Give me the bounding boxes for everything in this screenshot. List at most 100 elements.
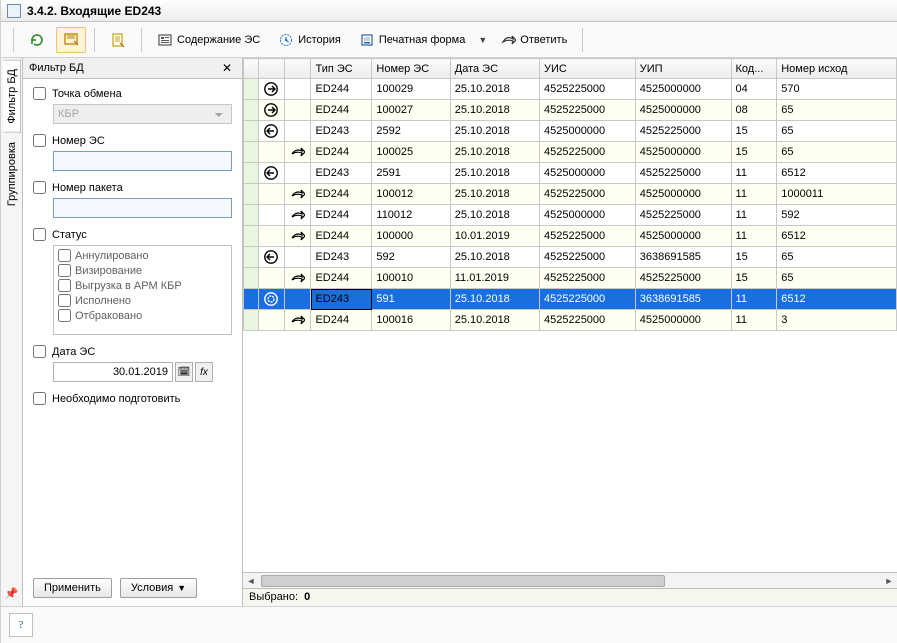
filter-toggle-button[interactable] xyxy=(56,27,86,53)
date-input[interactable] xyxy=(53,362,173,382)
horizontal-scrollbar[interactable]: ◄ ► xyxy=(243,572,897,588)
table-row[interactable]: ED243259125.10.2018452500000045252250001… xyxy=(244,163,897,184)
selected-label: Выбрано: xyxy=(249,591,298,603)
status-item[interactable]: Визирование xyxy=(58,263,227,278)
cell-uip: 4525225000 xyxy=(635,121,731,142)
status-item[interactable]: Исполнено xyxy=(58,293,227,308)
cell-kod: 11 xyxy=(731,226,777,247)
vtab-group[interactable]: Группировка xyxy=(3,133,21,215)
status-item[interactable]: Отбраковано xyxy=(58,308,227,323)
status-item-checkbox[interactable] xyxy=(58,279,71,292)
num-es-input[interactable] xyxy=(53,151,232,171)
cell-kod: 11 xyxy=(731,163,777,184)
point-checkbox[interactable] xyxy=(33,87,46,100)
point-combo[interactable]: КБР xyxy=(53,104,232,124)
grid-column-header[interactable]: Дата ЭС xyxy=(450,59,539,79)
scrollbar-track[interactable] xyxy=(259,574,881,588)
cell-uis: 4525225000 xyxy=(539,100,635,121)
table-row[interactable]: ED24410000010.01.20194525225000452500000… xyxy=(244,226,897,247)
table-row[interactable]: ED24410002525.10.20184525225000452500000… xyxy=(244,142,897,163)
filter-icon xyxy=(63,32,79,48)
status-item[interactable]: Выгрузка в АРМ КБР xyxy=(58,278,227,293)
row-icon-cell-2 xyxy=(285,289,311,310)
grid-column-header[interactable]: Номер ЭС xyxy=(372,59,450,79)
titlebar: 3.4.2. Входящие ED243 xyxy=(1,0,897,22)
status-item-checkbox[interactable] xyxy=(58,294,71,307)
window-title: 3.4.2. Входящие ED243 xyxy=(27,4,161,18)
table-row[interactable]: ED24410002725.10.20184525225000452500000… xyxy=(244,100,897,121)
grid-column-header[interactable] xyxy=(285,59,311,79)
reply-button[interactable]: Ответить xyxy=(493,27,574,53)
cell-num: 100010 xyxy=(372,268,450,289)
cell-uis: 4525000000 xyxy=(539,121,635,142)
prepare-checkbox[interactable] xyxy=(33,392,46,405)
print-button[interactable]: Печатная форма xyxy=(352,27,472,53)
vtab-filter[interactable]: Фильтр БД xyxy=(3,60,21,133)
table-row[interactable]: ED24359125.10.20184525225000363869158511… xyxy=(244,289,897,310)
prepare-label: Необходимо подготовить xyxy=(52,393,180,405)
status-item[interactable]: Аннулировано xyxy=(58,248,227,263)
status-item-checkbox[interactable] xyxy=(58,249,71,262)
content-button[interactable]: Содержание ЭС xyxy=(150,27,267,53)
grid-scroll-container[interactable]: Тип ЭСНомер ЭСДата ЭСУИСУИПКод...Номер и… xyxy=(243,58,897,572)
print-dropdown-arrow[interactable]: ▼ xyxy=(476,35,489,45)
grid-column-header[interactable]: Код... xyxy=(731,59,777,79)
note-button[interactable] xyxy=(103,27,133,53)
table-row[interactable]: ED24410001011.01.20194525225000452522500… xyxy=(244,268,897,289)
toolbar-separator xyxy=(13,28,14,52)
in-icon xyxy=(263,249,279,265)
cell-num: 100000 xyxy=(372,226,450,247)
cell-uip: 4525000000 xyxy=(635,226,731,247)
cell-date: 25.10.2018 xyxy=(450,79,539,100)
cell-outnum: 65 xyxy=(777,121,897,142)
date-picker-button[interactable]: 🗓 xyxy=(175,362,193,382)
num-pkt-input[interactable] xyxy=(53,198,232,218)
grid-column-header[interactable] xyxy=(259,59,285,79)
status-label: Статус xyxy=(52,229,87,241)
reply-icon xyxy=(289,207,305,223)
num-pkt-checkbox[interactable] xyxy=(33,181,46,194)
history-button[interactable]: История xyxy=(271,27,348,53)
row-icon-cell-1 xyxy=(259,79,285,100)
date-checkbox[interactable] xyxy=(33,345,46,358)
cell-type: ED244 xyxy=(311,268,372,289)
row-icon-cell-1 xyxy=(259,121,285,142)
selected-count: 0 xyxy=(304,591,310,603)
status-checkbox[interactable] xyxy=(33,228,46,241)
grid-column-header[interactable]: УИП xyxy=(635,59,731,79)
filter-panel-close-button[interactable]: ✕ xyxy=(218,61,236,75)
cell-uip: 4525225000 xyxy=(635,205,731,226)
num-es-checkbox[interactable] xyxy=(33,134,46,147)
cell-date: 25.10.2018 xyxy=(450,247,539,268)
table-row[interactable]: ED24411001225.10.20184525000000452522500… xyxy=(244,205,897,226)
pin-icon[interactable]: 📌 xyxy=(5,587,19,600)
scroll-left-arrow[interactable]: ◄ xyxy=(243,576,259,586)
table-row[interactable]: ED24410001625.10.20184525225000452500000… xyxy=(244,310,897,331)
conditions-button[interactable]: Условия▼ xyxy=(120,578,197,598)
scrollbar-thumb[interactable] xyxy=(261,575,665,587)
table-row[interactable]: ED243259225.10.2018452500000045252250001… xyxy=(244,121,897,142)
grid-column-header[interactable] xyxy=(244,59,259,79)
table-row[interactable]: ED24359225.10.20184525225000363869158515… xyxy=(244,247,897,268)
scroll-right-arrow[interactable]: ► xyxy=(881,576,897,586)
table-row[interactable]: ED24410002925.10.20184525225000452500000… xyxy=(244,79,897,100)
out-icon xyxy=(263,81,279,97)
cell-outnum: 65 xyxy=(777,247,897,268)
filter-panel-title: Фильтр БД xyxy=(29,62,84,74)
help-button[interactable]: ? xyxy=(9,613,33,637)
status-item-checkbox[interactable] xyxy=(58,309,71,322)
reply-icon xyxy=(289,144,305,160)
grid-column-header[interactable]: УИС xyxy=(539,59,635,79)
cell-uip: 4525000000 xyxy=(635,142,731,163)
reply-icon xyxy=(500,32,516,48)
cell-type: ED244 xyxy=(311,142,372,163)
refresh-button[interactable] xyxy=(22,27,52,53)
grid-column-header[interactable]: Тип ЭС xyxy=(311,59,372,79)
status-item-checkbox[interactable] xyxy=(58,264,71,277)
row-icon-cell-1 xyxy=(259,310,285,331)
table-row[interactable]: ED24410001225.10.20184525225000452500000… xyxy=(244,184,897,205)
apply-button[interactable]: Применить xyxy=(33,578,112,598)
grid-column-header[interactable]: Номер исход xyxy=(777,59,897,79)
date-fx-button[interactable]: fx xyxy=(195,362,213,382)
cell-type: ED243 xyxy=(311,163,372,184)
